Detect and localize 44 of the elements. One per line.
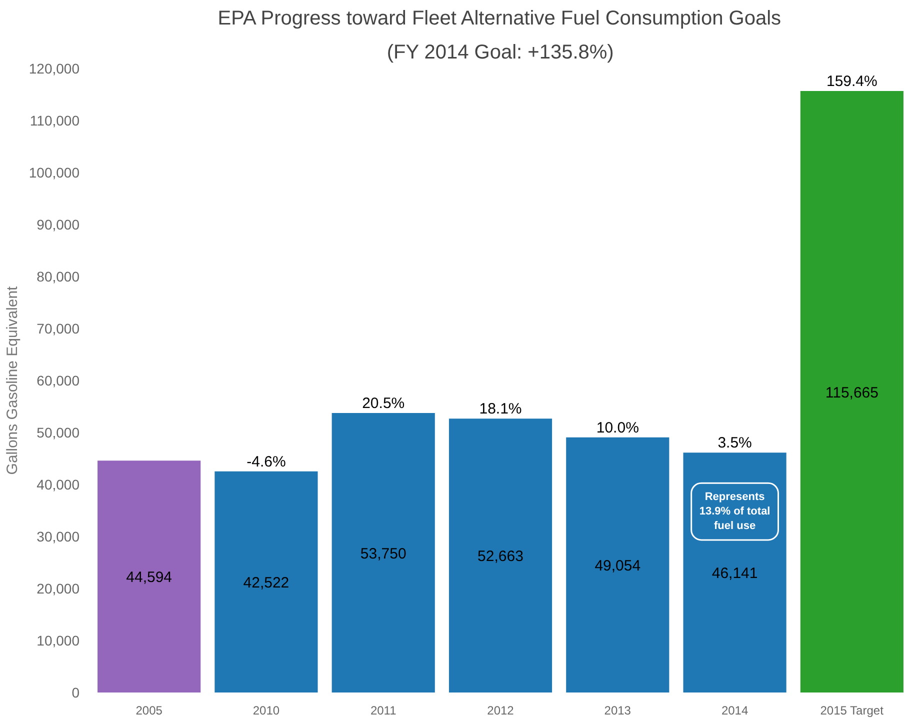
- annotation: 10.0%: [596, 419, 639, 436]
- chart-title: EPA Progress toward Fleet Alternative Fuel Consumption Goals: [218, 8, 782, 30]
- y-tick-label: 100,000: [28, 164, 80, 180]
- x-tick-label: 2015 Target: [820, 704, 884, 718]
- annotation: 18.1%: [479, 400, 522, 418]
- data-label: 53,750: [360, 545, 406, 562]
- data-label: 115,665: [825, 384, 878, 402]
- bar: [98, 460, 201, 692]
- y-tick-label: 0: [72, 684, 80, 700]
- annotation: Represents 13.9% of total fuel use: [699, 491, 770, 532]
- x-tick-label: 2011: [370, 704, 397, 718]
- y-tick-label: 60,000: [36, 372, 80, 388]
- data-label: 52,663: [478, 548, 524, 566]
- y-tick-label: 10,000: [36, 632, 80, 648]
- bar: [448, 418, 552, 692]
- y-tick-label: 50,000: [36, 424, 80, 440]
- data-label: 44,594: [126, 569, 172, 586]
- y-tick-label: 70,000: [36, 320, 80, 336]
- annotation: 20.5%: [362, 395, 405, 412]
- x-tick-label: 2010: [252, 704, 280, 718]
- data-label: 42,522: [243, 574, 290, 592]
- annotation: -4.6%: [246, 453, 286, 470]
- bar: [566, 437, 670, 692]
- y-tick-label: 80,000: [36, 268, 80, 284]
- y-tick-label: 20,000: [36, 580, 80, 596]
- x-tick-label: 2013: [604, 704, 632, 718]
- data-label: 49,054: [594, 557, 641, 574]
- bar: [683, 452, 786, 692]
- y-axis-title: Gallons Gasoline Equivalent: [4, 285, 21, 475]
- bar: [800, 91, 904, 692]
- data-label: 46,141: [712, 565, 758, 582]
- bar: [214, 471, 318, 692]
- x-tick-label: 2005: [136, 704, 163, 718]
- y-tick-label: 40,000: [36, 476, 80, 492]
- y-tick-label: 30,000: [36, 528, 80, 544]
- y-tick-label: 90,000: [36, 216, 80, 232]
- bar: [332, 413, 435, 692]
- y-tick-label: 120,000: [28, 60, 80, 76]
- chart-subtitle: (FY 2014 Goal: +135.8%): [386, 42, 614, 64]
- annotation: 159.4%: [826, 73, 878, 90]
- annotation: 3.5%: [718, 434, 752, 452]
- x-tick-label: 2012: [487, 704, 514, 718]
- y-tick-label: 110,000: [30, 112, 80, 128]
- x-tick-label: 2014: [721, 704, 748, 718]
